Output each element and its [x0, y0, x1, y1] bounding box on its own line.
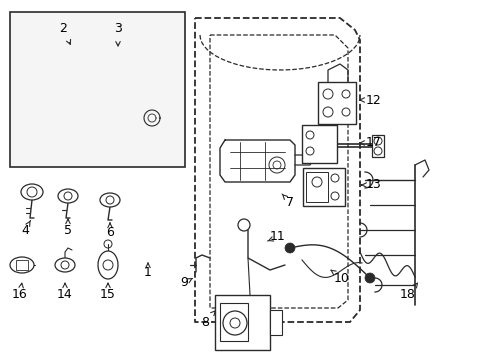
Circle shape [285, 243, 294, 253]
Bar [220, 303, 247, 341]
Ellipse shape [21, 184, 43, 200]
Ellipse shape [58, 189, 78, 203]
Text: 8: 8 [201, 315, 208, 328]
Bar [303, 168, 345, 206]
Text: 10: 10 [333, 271, 349, 284]
Text: 16: 16 [12, 288, 28, 302]
Ellipse shape [55, 258, 75, 272]
Bar [215, 295, 269, 350]
Bar [302, 125, 336, 163]
Ellipse shape [100, 193, 120, 207]
Bar [10, 12, 184, 167]
Text: 6: 6 [106, 226, 114, 239]
Bar [371, 135, 383, 157]
Text: 1: 1 [144, 266, 152, 279]
Bar [305, 172, 327, 202]
Text: 3: 3 [114, 22, 122, 35]
Text: 2: 2 [59, 22, 67, 35]
Ellipse shape [10, 257, 34, 273]
Text: 5: 5 [64, 224, 72, 237]
Bar [16, 260, 28, 270]
Bar [269, 310, 282, 335]
Text: 7: 7 [285, 195, 293, 208]
Text: 17: 17 [366, 136, 381, 149]
Text: 15: 15 [100, 288, 116, 302]
Ellipse shape [98, 251, 118, 279]
Text: 13: 13 [366, 179, 381, 192]
Bar [317, 82, 355, 124]
Text: 12: 12 [366, 94, 381, 107]
Text: 11: 11 [269, 230, 285, 243]
Circle shape [364, 273, 374, 283]
Text: 9: 9 [180, 276, 187, 289]
Text: 18: 18 [399, 288, 415, 302]
Text: 14: 14 [57, 288, 73, 302]
Text: 4: 4 [21, 224, 29, 237]
